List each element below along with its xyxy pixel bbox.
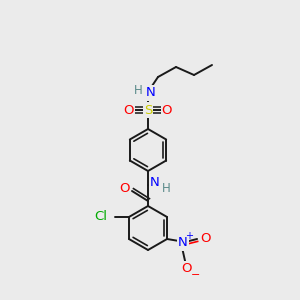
Text: H: H (162, 182, 170, 194)
Text: N: N (146, 86, 156, 100)
Text: Cl: Cl (94, 211, 107, 224)
Text: S: S (144, 103, 152, 116)
Text: O: O (200, 232, 210, 244)
Text: N: N (150, 176, 160, 190)
Text: O: O (181, 262, 191, 275)
Text: −: − (190, 270, 200, 280)
Text: O: O (120, 182, 130, 196)
Text: N: N (178, 236, 188, 250)
Text: O: O (124, 103, 134, 116)
Text: O: O (162, 103, 172, 116)
Text: H: H (134, 83, 142, 97)
Text: +: + (185, 231, 193, 241)
